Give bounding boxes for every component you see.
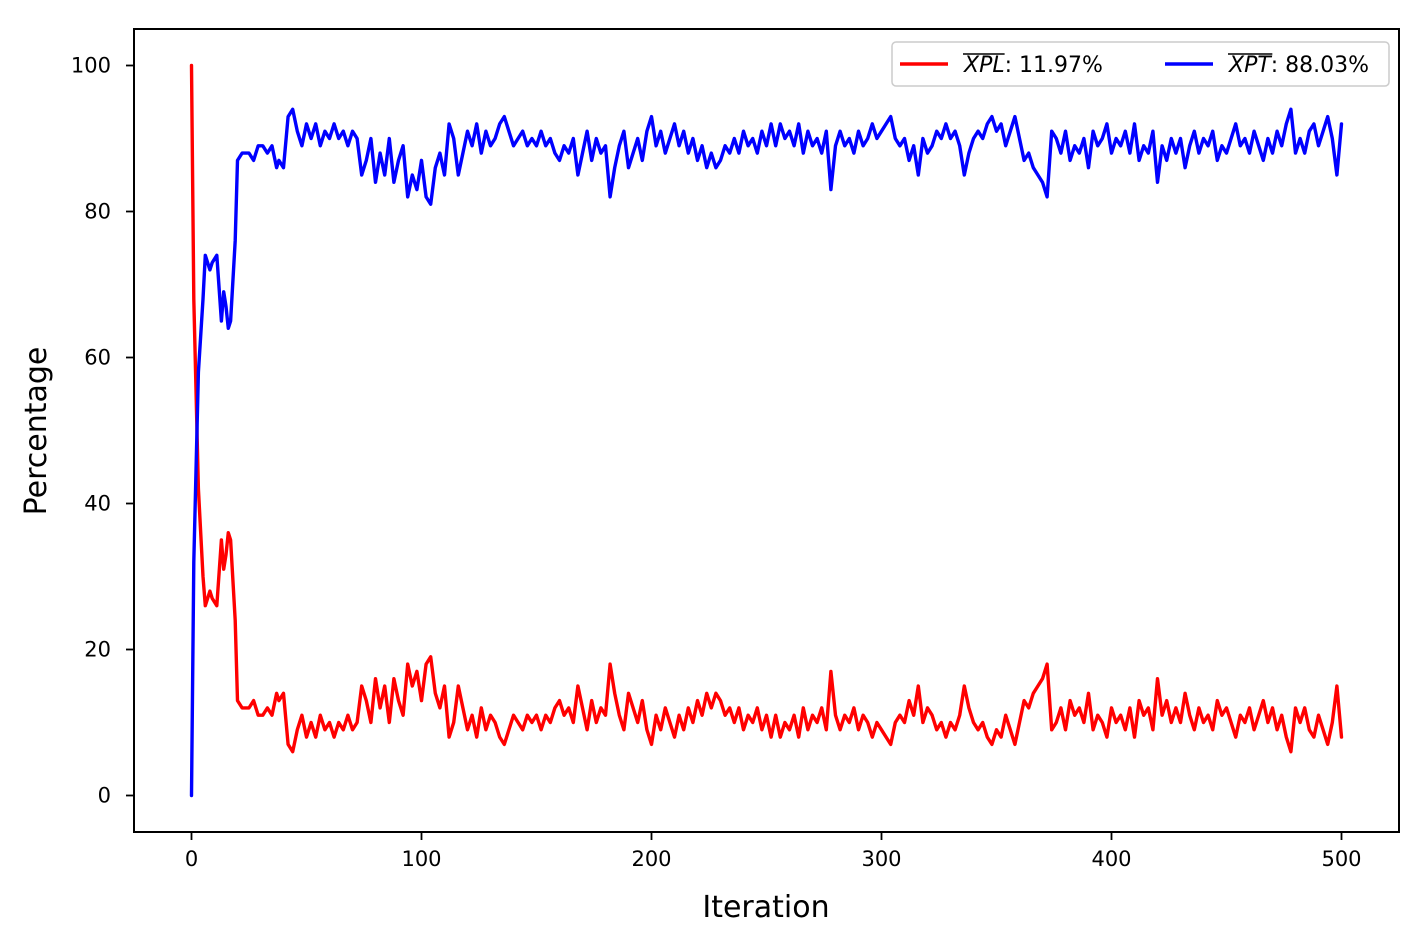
series-layer <box>189 63 1344 798</box>
x-tick-label: 0 <box>185 847 198 871</box>
series-line-1 <box>189 107 1344 798</box>
x-tick-label: 100 <box>401 847 441 871</box>
series-line-0 <box>189 63 1344 754</box>
y-tick-label: 80 <box>84 200 111 224</box>
y-axis-title: Percentage <box>19 347 54 516</box>
y-tick-label: 0 <box>98 784 111 808</box>
y-axis: 0 20 40 60 80 100 <box>71 54 134 808</box>
legend-label-overlined: XPT <box>1228 53 1272 78</box>
legend-box <box>891 41 1390 87</box>
legend-label-value: : 11.97% <box>1005 53 1103 78</box>
x-axis: 0 100 200 300 400 500 <box>185 832 1362 871</box>
x-tick-label: 500 <box>1321 847 1361 871</box>
x-tick-label: 200 <box>631 847 671 871</box>
x-tick-label: 400 <box>1091 847 1131 871</box>
y-tick-label: 40 <box>84 492 111 516</box>
legend-label: XPL: 11.97% <box>963 53 1103 78</box>
plot-frame <box>133 28 1400 833</box>
x-tick-label: 300 <box>861 847 901 871</box>
legend-label: XPT: 88.03% <box>1228 53 1369 78</box>
y-tick-label: 60 <box>84 346 111 370</box>
y-tick-label: 20 <box>84 638 111 662</box>
legend-label-value: : 88.03% <box>1271 53 1369 78</box>
legend-label-overlined: XPL <box>963 53 1005 78</box>
y-tick-label: 100 <box>71 54 111 78</box>
x-axis-title: Iteration <box>702 890 829 925</box>
legend: XPL: 11.97% XPT: 88.03% <box>891 41 1390 87</box>
